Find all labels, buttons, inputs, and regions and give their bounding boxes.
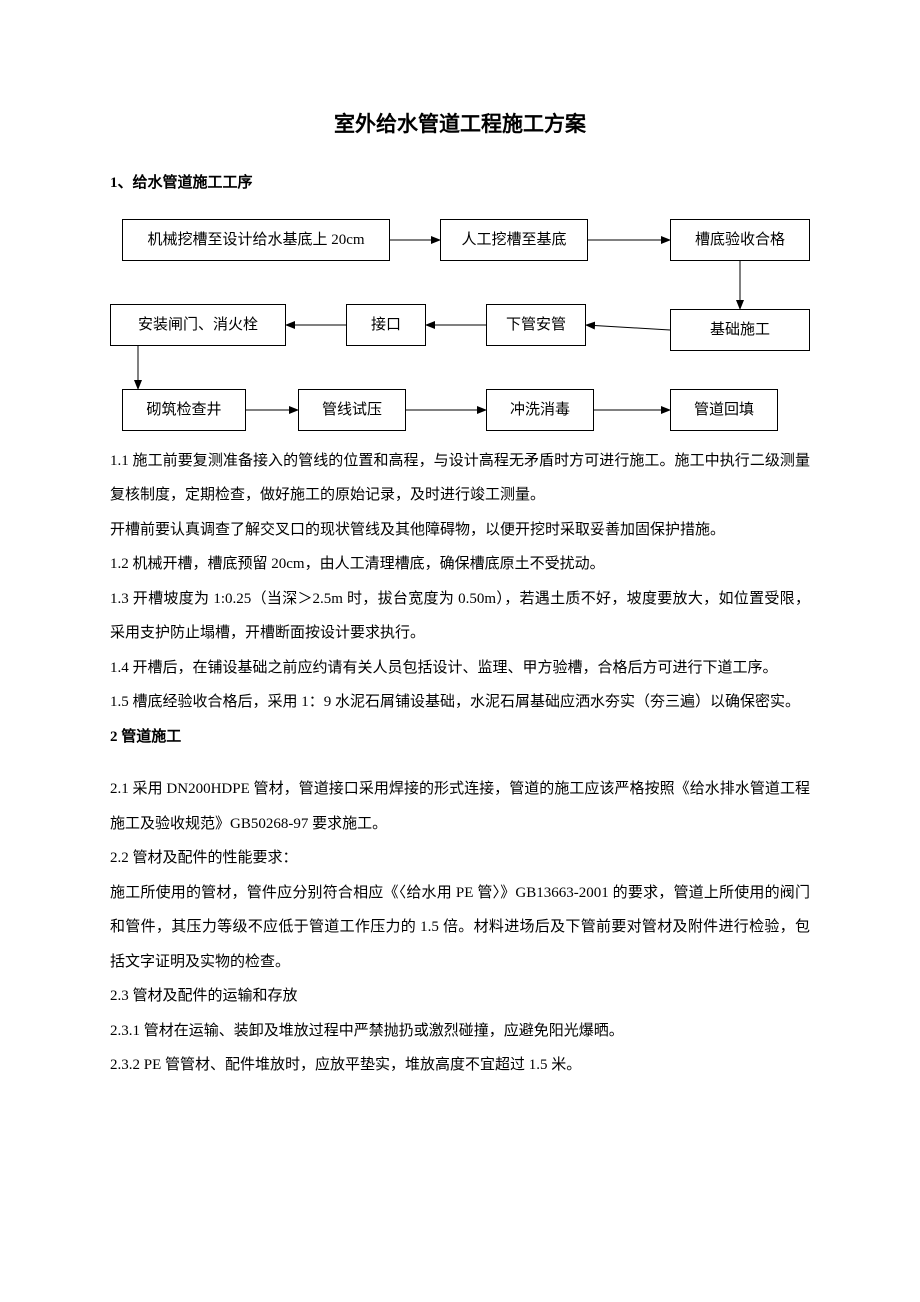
flow-node: 槽底验收合格 [670,219,810,261]
section-2-body: 2.1 采用 DN200HDPE 管材，管道接口采用焊接的形式连接，管道的施工应… [110,772,810,1083]
paragraph: 1.3 开槽坡度为 1:0.25（当深＞2.5m 时，拔台宽度为 0.50m），… [110,582,810,651]
flow-node: 砌筑检查井 [122,389,246,431]
page-title: 室外给水管道工程施工方案 [110,100,810,148]
flow-node: 下管安管 [486,304,586,346]
flow-node: 冲洗消毒 [486,389,594,431]
flow-node: 管道回填 [670,389,778,431]
paragraph: 2.1 采用 DN200HDPE 管材，管道接口采用焊接的形式连接，管道的施工应… [110,772,810,841]
paragraph: 施工所使用的管材，管件应分别符合相应《〈给水用 PE 管〉》GB13663-20… [110,876,810,980]
paragraph: 2.2 管材及配件的性能要求： [110,841,810,876]
flow-node: 基础施工 [670,309,810,351]
paragraph: 1.2 机械开槽，槽底预留 20cm，由人工清理槽底，确保槽底原土不受扰动。 [110,547,810,582]
flow-edge [586,325,670,330]
flow-node: 机械挖槽至设计给水基底上 20cm [122,219,390,261]
section-1-heading: 1、给水管道施工工序 [110,166,810,201]
paragraph: 1.4 开槽后，在铺设基础之前应约请有关人员包括设计、监理、甲方验槽，合格后方可… [110,651,810,686]
flow-node: 接口 [346,304,426,346]
flow-node: 管线试压 [298,389,406,431]
paragraph: 2.3 管材及配件的运输和存放 [110,979,810,1014]
paragraph: 开槽前要认真调查了解交叉口的现状管线及其他障碍物，以便开挖时采取妥善加固保护措施… [110,513,810,548]
paragraph: 1.5 槽底经验收合格后，采用 1：9 水泥石屑铺设基础，水泥石屑基础应洒水夯实… [110,685,810,720]
section-1-body: 1.1 施工前要复测准备接入的管线的位置和高程，与设计高程无矛盾时方可进行施工。… [110,444,810,720]
paragraph: 2.3.2 PE 管管材、配件堆放时，应放平垫实，堆放高度不宜超过 1.5 米。 [110,1048,810,1083]
flow-node: 人工挖槽至基底 [440,219,588,261]
section-2-heading: 2 管道施工 [110,720,810,755]
process-flowchart: 机械挖槽至设计给水基底上 20cm 人工挖槽至基底 槽底验收合格安装闸门、消火栓 接口… [110,219,810,444]
document-page: 室外给水管道工程施工方案 1、给水管道施工工序 机械挖槽至设计给水基底上 20c… [0,0,920,1143]
paragraph: 2.3.1 管材在运输、装卸及堆放过程中严禁抛扔或激烈碰撞，应避免阳光爆晒。 [110,1014,810,1049]
paragraph: 1.1 施工前要复测准备接入的管线的位置和高程，与设计高程无矛盾时方可进行施工。… [110,444,810,513]
flow-node: 安装闸门、消火栓 [110,304,286,346]
